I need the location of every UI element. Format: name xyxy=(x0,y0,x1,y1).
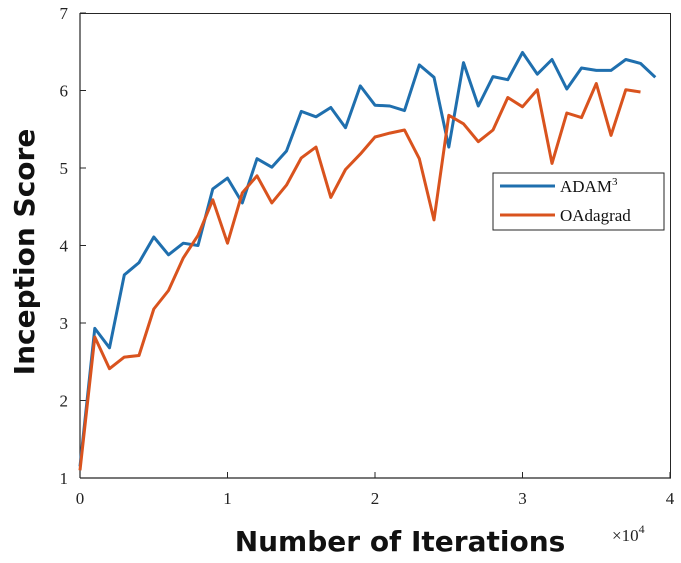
x-multiplier-exponent: 4 xyxy=(639,522,645,536)
y-ticks: 1 2 3 4 5 6 7 xyxy=(60,4,86,488)
plot-frame-right xyxy=(670,13,671,478)
y-axis-title: Inception Score xyxy=(8,129,41,376)
legend-label-adam-sup: 3 xyxy=(612,176,618,188)
x-tick-label: 4 xyxy=(666,489,675,508)
x-tick-label: 2 xyxy=(371,489,380,508)
y-tick-label: 4 xyxy=(60,237,69,256)
series-line-adam xyxy=(78,51,657,467)
x-tick-label: 3 xyxy=(518,489,527,508)
legend-label-adam: ADAM3 xyxy=(560,176,618,196)
y-tick-label: 1 xyxy=(60,469,69,488)
legend-label-adam-name: ADAM xyxy=(560,177,612,196)
x-ticks: 0 1 2 3 4 xyxy=(76,472,675,508)
y-tick-label: 2 xyxy=(60,392,69,411)
legend-box xyxy=(492,172,665,231)
x-tick-label: 0 xyxy=(76,489,85,508)
y-tick-label: 3 xyxy=(60,314,69,333)
series-line-oadagrad xyxy=(78,82,641,471)
y-tick-label: 6 xyxy=(60,82,69,101)
legend: ADAM3 OAdagrad xyxy=(492,172,665,231)
x-axis-multiplier: ×104 xyxy=(612,522,645,545)
series-lines xyxy=(78,51,657,471)
y-tick-label: 5 xyxy=(60,159,69,178)
y-tick-label: 7 xyxy=(60,4,69,23)
legend-label-oadagrad: OAdagrad xyxy=(560,206,631,225)
plot-frame-top xyxy=(80,13,671,14)
x-multiplier-base: ×10 xyxy=(612,526,639,545)
x-tick-label: 1 xyxy=(223,489,232,508)
x-axis-title: Number of Iterations xyxy=(235,525,566,558)
